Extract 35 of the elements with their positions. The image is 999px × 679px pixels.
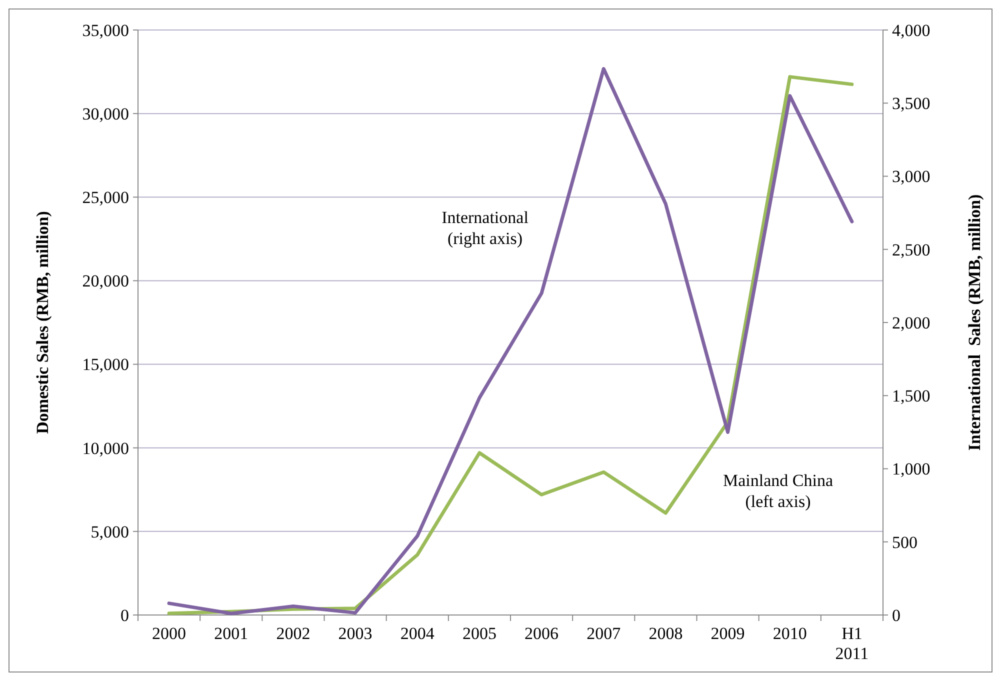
y2-tick-label: 1,500 xyxy=(892,386,930,406)
y-tick-label: 5,000 xyxy=(90,522,129,542)
x-tick-label: 2000 xyxy=(152,624,186,643)
x-tick-label: 2006 xyxy=(524,624,559,643)
y2-tick-label: 4,000 xyxy=(892,20,930,40)
y-tick-label: 0 xyxy=(120,606,129,625)
x-tick-label: 2001 xyxy=(214,624,248,643)
x-tick-label: H1 2011 xyxy=(835,624,869,663)
y-tick-label: 10,000 xyxy=(82,438,129,458)
x-tick-label: 2009 xyxy=(710,624,745,643)
x-tick-label: 2010 xyxy=(772,624,807,643)
x-tick-label: 2005 xyxy=(462,624,496,643)
series-label: International xyxy=(442,208,529,227)
y2-tick-label: 3,000 xyxy=(892,167,930,186)
y-tick-label: 20,000 xyxy=(82,272,129,291)
x-tick-label: 2007 xyxy=(586,624,622,643)
y-tick-label: 30,000 xyxy=(82,104,129,124)
y2-tick-label: 3,500 xyxy=(892,94,930,114)
y-tick-label: 15,000 xyxy=(82,355,129,374)
y2-tick-label: 0 xyxy=(892,606,900,625)
y-axis-title: Domestic Sales (RMB, million) xyxy=(33,211,52,434)
annotation: (left axis) xyxy=(745,492,811,511)
y2-axis-title: International Sales (RMB, million) xyxy=(965,194,984,451)
x-tick-label: 2004 xyxy=(400,624,435,643)
x-tick-label: 2003 xyxy=(338,624,372,643)
annotation: (right axis) xyxy=(447,229,523,248)
y-tick-label: 35,000 xyxy=(82,20,129,40)
x-tick-label: 2002 xyxy=(276,624,310,643)
y2-tick-label: 500 xyxy=(892,532,918,552)
y2-tick-label: 2,500 xyxy=(892,240,930,260)
series-label: Mainland China xyxy=(722,471,834,490)
y2-tick-label: 2,000 xyxy=(892,313,930,332)
x-tick-label: 2008 xyxy=(648,624,683,643)
y2-tick-label: 1,000 xyxy=(892,460,930,479)
y-tick-label: 25,000 xyxy=(82,188,129,208)
